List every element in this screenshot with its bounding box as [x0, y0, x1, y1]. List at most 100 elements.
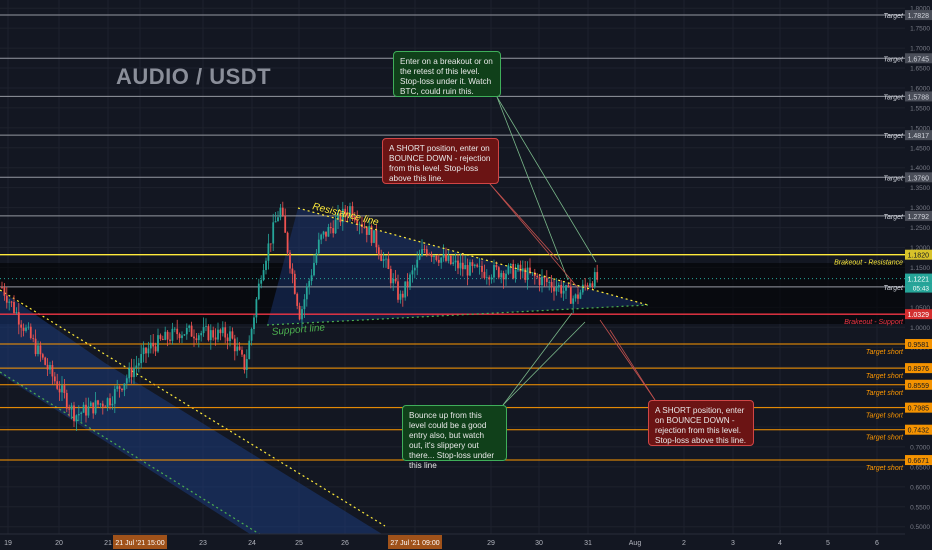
candle-body [416, 259, 419, 268]
x-tick-label: 19 [4, 540, 12, 547]
short-price-badge: 0.8559 [908, 383, 930, 390]
candle-body [375, 230, 378, 248]
target-label: Target [883, 94, 904, 101]
candle-body [353, 217, 356, 221]
candle-body [44, 357, 47, 365]
x-tick-label: 4 [778, 540, 782, 547]
candle-body [193, 336, 195, 339]
y-tick-label: 0.5000 [910, 524, 930, 531]
candle-body [536, 276, 539, 278]
short-price-badge-bg [905, 455, 932, 466]
y-tick-label: 1.7000 [910, 46, 930, 53]
candle-body [149, 342, 152, 349]
candle-body [281, 207, 284, 216]
candle-body [435, 255, 438, 260]
candle-body [545, 278, 548, 283]
candle-body [507, 265, 510, 274]
candle-body [437, 259, 440, 263]
candle-body [365, 227, 368, 235]
candle-body [169, 339, 171, 341]
channel-lower-line [0, 371, 286, 550]
candle-body [121, 388, 123, 391]
candle-body [157, 335, 159, 352]
y-tick-label: 1.4500 [910, 145, 930, 152]
note-breakout[interactable]: Enter on a breakout or on the retest of … [393, 51, 501, 97]
candle-body [529, 267, 531, 273]
candle-body [255, 299, 258, 318]
x-tick-label: 6 [875, 540, 879, 547]
candle-body [1, 287, 3, 289]
candle-body [440, 257, 443, 263]
candle-body [233, 338, 236, 352]
candle-body [73, 405, 75, 422]
countdown-label: 05:43 [913, 286, 930, 293]
candle-body [521, 268, 524, 272]
candle-body [89, 402, 92, 407]
x-tick-label: 29 [487, 540, 495, 547]
candle-body [409, 274, 411, 287]
candle-body [514, 270, 517, 279]
callout-line [496, 96, 569, 281]
note-short-top[interactable]: A SHORT position, enter on BOUNCE DOWN -… [382, 138, 499, 184]
candle-body [466, 265, 469, 276]
candle-body [584, 284, 587, 286]
candle-body [543, 276, 546, 279]
candle-body [589, 283, 591, 287]
candle-body [200, 333, 203, 336]
candle-body [284, 215, 287, 233]
candle-body [32, 338, 35, 339]
candle-body [125, 378, 128, 384]
candle-body [236, 346, 239, 352]
candle-body [531, 272, 534, 274]
y-tick-label: 1.3000 [910, 205, 930, 212]
candle-body [238, 346, 241, 350]
candle-body [406, 281, 409, 287]
target-price-badge-bg [905, 210, 932, 221]
candle-body [442, 253, 445, 258]
candle-body [159, 335, 162, 339]
candle-body [109, 398, 111, 406]
countdown-bg [905, 283, 932, 293]
callout-line [609, 329, 656, 401]
candle-body [524, 268, 527, 280]
candle-body [572, 298, 575, 304]
candle-body [207, 326, 210, 341]
candle-body [389, 268, 392, 284]
x-tick-label: 3 [731, 540, 735, 547]
target-label: Target [883, 214, 904, 221]
candle-body [135, 365, 138, 368]
candle-body [586, 285, 589, 287]
price-axis: 1.8000 1.7500 1.7000 1.6500 1.6000 1.5500 1.50… [905, 0, 932, 550]
candle-body [10, 301, 13, 303]
x-tick-label: 2 [682, 540, 686, 547]
note-bounce[interactable]: Bounce up from this level could be a goo… [402, 405, 507, 470]
candle-body [497, 267, 500, 278]
y-tick-label: 1.2500 [910, 225, 930, 232]
candle-body [15, 312, 18, 314]
candle-body [82, 404, 85, 413]
candle-body [87, 406, 90, 416]
candle-body [329, 227, 332, 229]
y-tick-label: 1.0000 [910, 325, 930, 332]
candle-body [339, 212, 342, 223]
candle-body [495, 265, 498, 268]
y-tick-label: 0.7000 [910, 444, 930, 451]
target-price-badge: 1.5788 [908, 94, 930, 101]
candle-body [202, 326, 205, 334]
candle-body [553, 287, 555, 292]
candle-body [140, 354, 143, 364]
candle-body [317, 239, 320, 254]
candle-body [301, 309, 303, 320]
y-tick-label: 1.0500 [910, 305, 930, 312]
y-tick-label: 1.8000 [910, 6, 930, 13]
candle-body [185, 327, 188, 335]
candle-body [569, 286, 572, 304]
candle-body [509, 263, 512, 266]
note-short-bottom[interactable]: A SHORT position, enter on BOUNCE DOWN -… [648, 400, 754, 446]
candle-body [253, 317, 255, 330]
candle-body [147, 348, 150, 354]
candle-body [212, 330, 215, 338]
support-level-label: Brakeout - Support [844, 319, 904, 326]
candle-body [550, 282, 553, 288]
candle-body [277, 217, 279, 222]
